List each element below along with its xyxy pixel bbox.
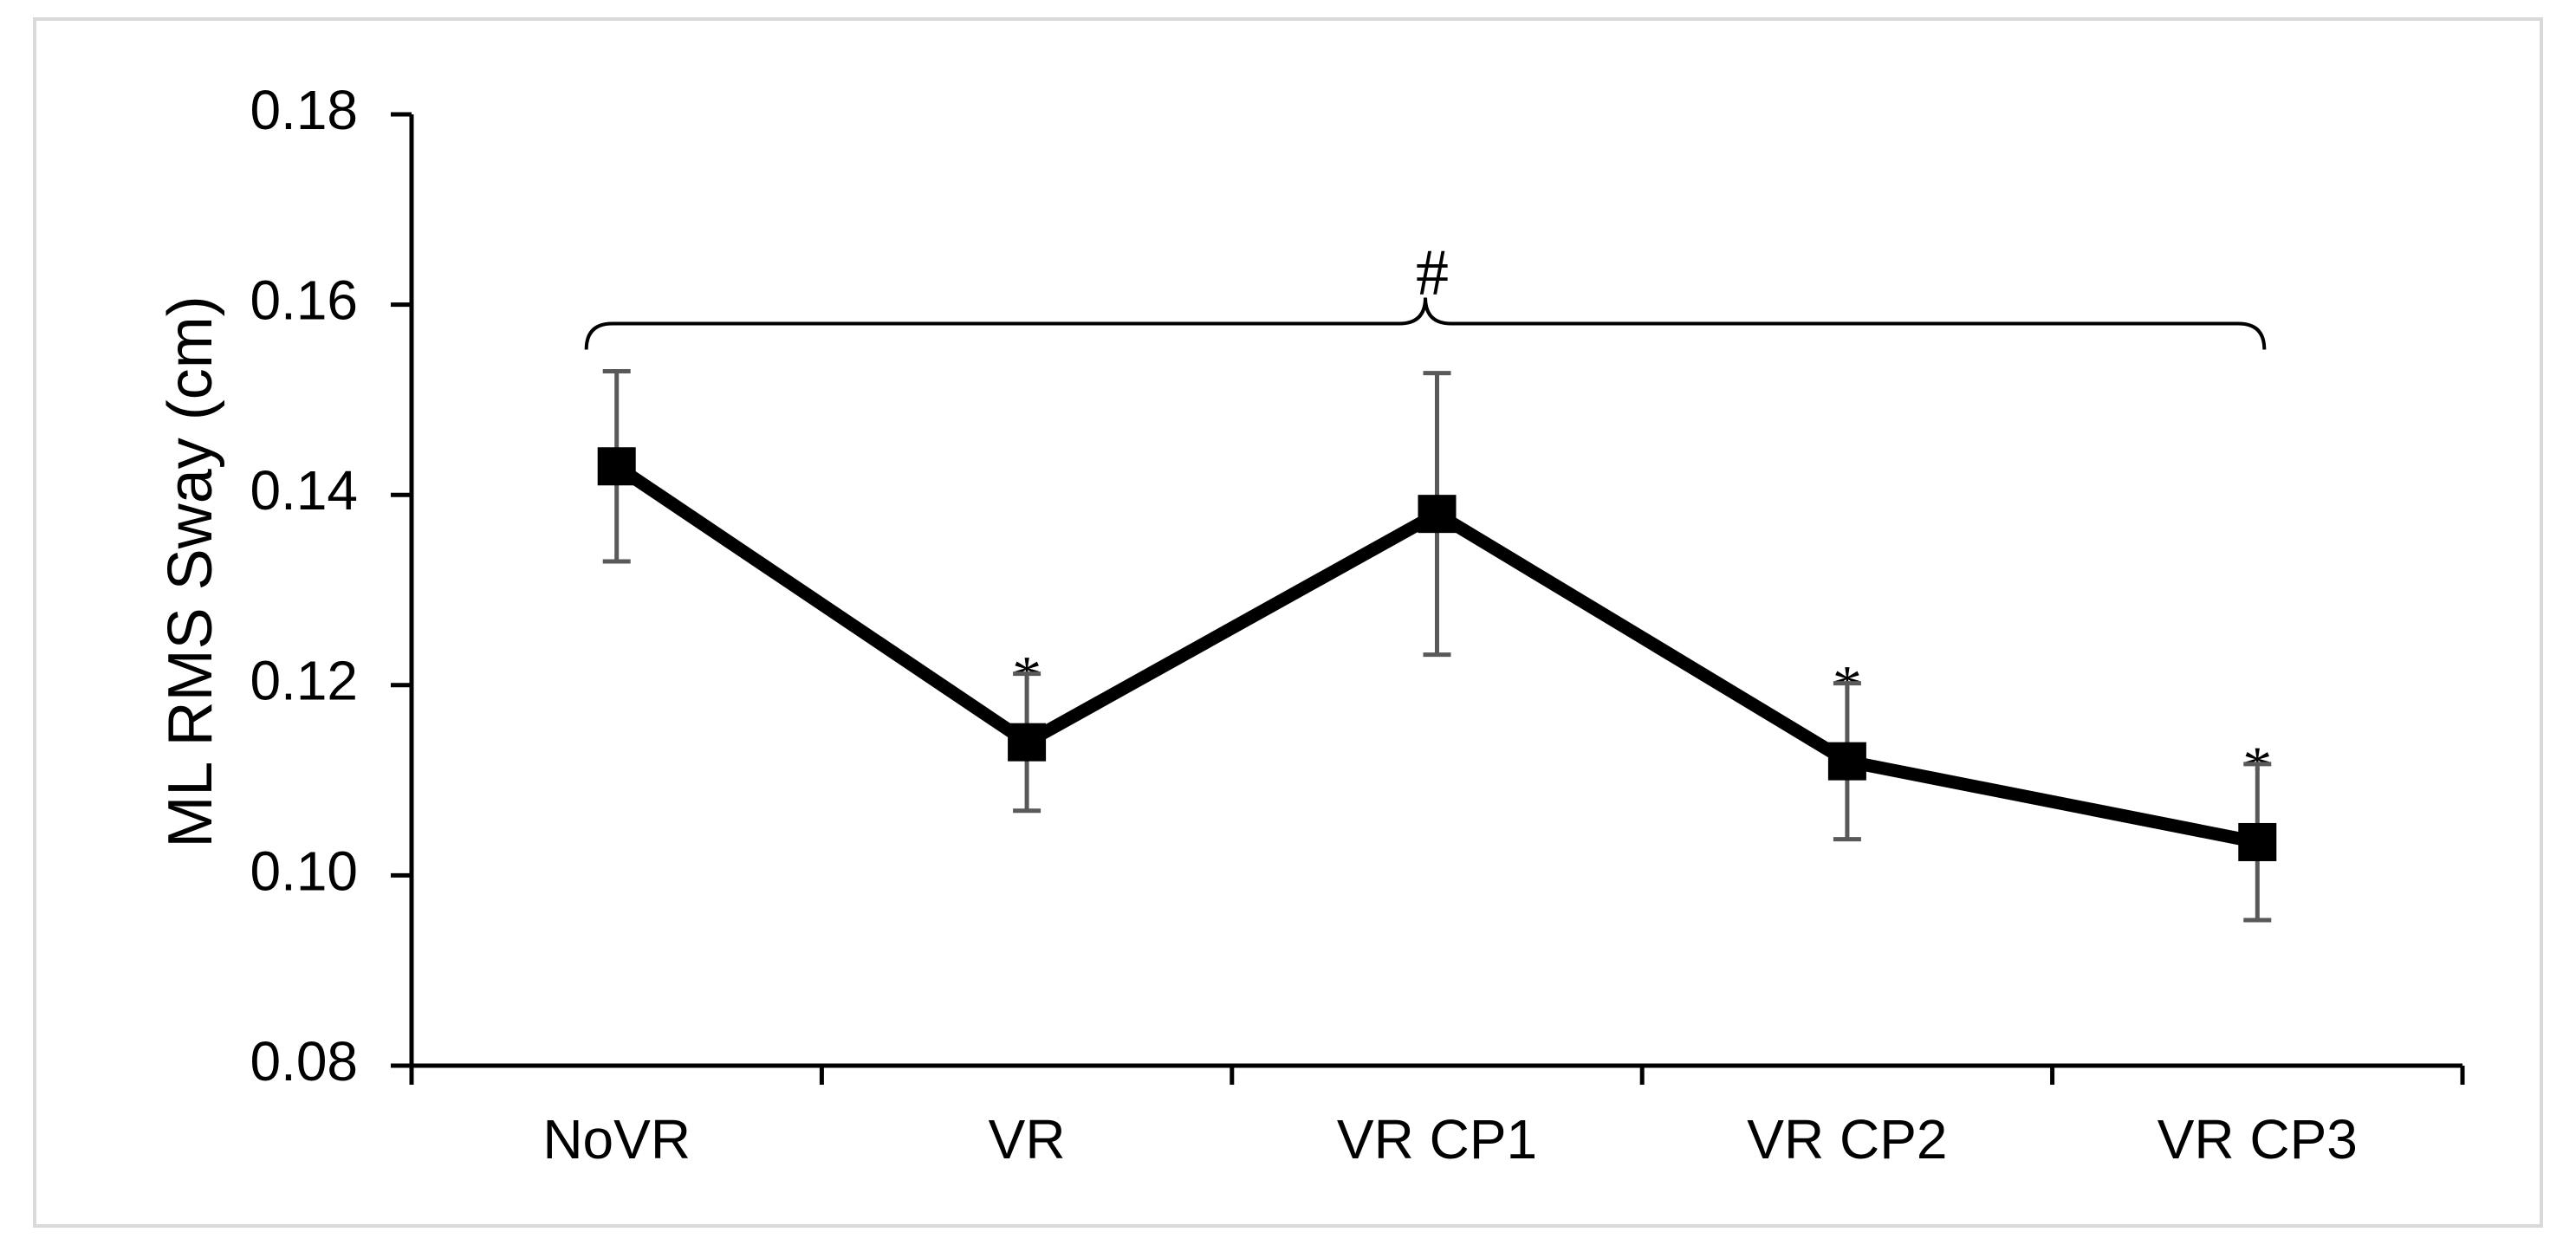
x-tick-label: VR — [989, 1108, 1066, 1170]
y-tick-label: 0.18 — [250, 79, 358, 141]
y-tick-label: 0.16 — [250, 269, 358, 332]
data-point-marker — [1008, 723, 1047, 762]
y-axis-title: ML RMS Sway (cm) — [156, 295, 225, 847]
data-point-marker — [1418, 495, 1457, 534]
y-tick-label: 0.08 — [250, 1030, 358, 1093]
group-significance-label: # — [1416, 237, 1449, 309]
x-tick-label: VR CP1 — [1337, 1108, 1537, 1170]
y-tick-label: 0.12 — [250, 650, 358, 712]
group-bracket — [584, 297, 2267, 350]
axes: 0.08 0.10 0.12 0.14 0.16 0.18 NoVR VR VR CP1 VR C… — [250, 79, 2465, 1170]
x-tick-label: VR CP3 — [2157, 1108, 2358, 1170]
chart-frame — [33, 17, 2543, 1228]
data-point-marker — [1827, 742, 1866, 781]
series — [597, 368, 2277, 923]
x-tick-label: NoVR — [542, 1108, 691, 1170]
data-point-marker — [2238, 822, 2277, 861]
y-tick-label: 0.10 — [250, 840, 358, 902]
x-tick-label: VR CP2 — [1747, 1108, 1947, 1170]
y-tick-label: 0.14 — [250, 459, 358, 522]
data-point-marker — [597, 447, 636, 486]
